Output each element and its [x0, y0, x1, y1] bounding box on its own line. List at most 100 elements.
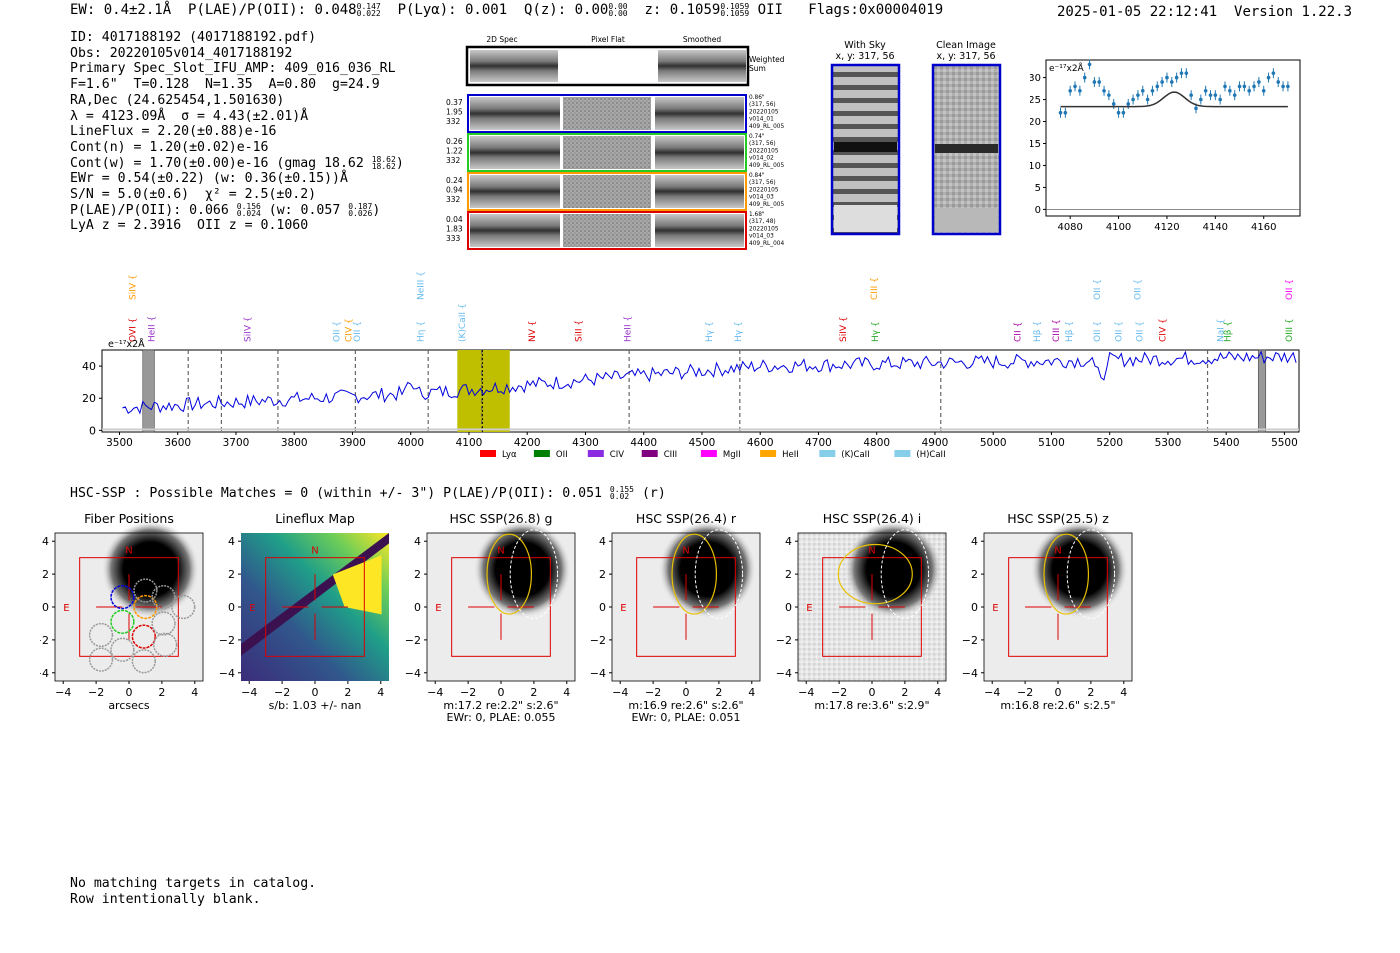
zoom-point: [1286, 84, 1290, 89]
line-id-label: Hβ {: [1223, 321, 1233, 342]
plae2-hi: 0.156: [236, 201, 261, 211]
hsc-xtick-label: −4: [241, 686, 257, 699]
cutout-right-value: v014_03: [749, 195, 774, 201]
zoom-point: [1203, 88, 1208, 93]
hsc-xtick-label: −4: [612, 686, 628, 699]
zoom-point: [1271, 71, 1276, 75]
zoom-point: [1092, 80, 1097, 84]
hsc-xtick-label: 4: [934, 686, 941, 699]
hsc-ytick-label: 0: [414, 601, 421, 614]
line-id-label: OIII {: [1285, 318, 1295, 342]
plae2-text: P(LAE)/P(OII): 0.066: [70, 202, 229, 218]
footer-line-2: Row intentionally blank.: [70, 891, 261, 907]
line-id-label: Hγ {: [734, 321, 744, 342]
cutout-right-value: (317, 56): [749, 102, 776, 108]
hsc-ytick-label: 0: [42, 601, 49, 614]
cutout-right-value: 20220105: [749, 187, 779, 193]
cutout-2d: [470, 136, 560, 169]
zoom-point: [1058, 110, 1063, 115]
hsc-panel-caption: m:17.8 re:3.6" s:2.9": [814, 699, 929, 712]
cutout-flat: [563, 136, 651, 169]
cutout-smoothed: [655, 136, 744, 169]
cutout-row-frame: [467, 172, 747, 211]
qz-label: Q(z):: [524, 2, 567, 18]
line-id-label: OII {: [1093, 279, 1103, 300]
contw-hi: 18.62: [371, 154, 396, 164]
zoom-point: [1194, 106, 1198, 111]
hsc-xtick-label: 0: [683, 686, 690, 699]
line-id-label: (K)CaII {: [458, 303, 468, 342]
compass-north: N: [497, 545, 504, 556]
zoom-point: [1145, 97, 1150, 102]
source-ellipse: [486, 533, 533, 615]
hsc-ytick-label: 2: [228, 568, 235, 581]
hsc-ytick-label: 2: [414, 568, 421, 581]
clean-coords: x, y: 317, 56: [936, 51, 995, 62]
cutout-right-value: v014_03: [749, 234, 774, 240]
legend-swatch: [894, 450, 911, 457]
z-label: z:: [644, 2, 662, 18]
overview-ytick-label: 0: [89, 424, 96, 437]
overview-plot-frame: [101, 349, 1300, 433]
fiber-circle: [131, 649, 156, 674]
qz-hi: 0.00: [608, 2, 628, 11]
hsc-xtick-label: 2: [158, 686, 165, 699]
zoom-point: [1237, 84, 1242, 89]
hsc-ytick-label: 0: [971, 601, 978, 614]
hsc-xtick-label: −4: [55, 686, 71, 699]
cutout-right-value: 409_RL_005: [749, 124, 784, 130]
zoom-point: [1150, 88, 1155, 93]
info-lambda: λ = 4123.09Å σ = 4.43(±2.01)Å: [70, 108, 309, 124]
hsc-title-lo: 0.02: [609, 492, 630, 501]
legend-swatch: [641, 450, 658, 457]
legend-label: Lyα: [502, 450, 517, 460]
header-summary: EW: 0.4±2.1Å P(LAE)/P(OII): 0.0480.147 0.…: [70, 2, 943, 18]
hsc-panel-caption: m:17.2 re:2.2" s:2.6": [443, 699, 558, 712]
clean-gap: [935, 208, 998, 232]
hsc-xtick-label: −2: [1017, 686, 1033, 699]
zoom-axes: 0 5 10 15 20 25 30 4080 4100 4120 4140 4160: [1030, 73, 1300, 233]
catalog-footer: No matching targets in catalog. Row inten…: [70, 876, 316, 907]
timestamp: 2025-01-05 22:12:41: [1057, 4, 1218, 20]
compass-north: N: [682, 545, 689, 556]
hsc-ytick-label: −2: [776, 634, 792, 647]
source-ellipse: [1043, 533, 1090, 615]
plae2-w: (w: 0.057: [268, 202, 341, 218]
zoom-point: [1242, 84, 1247, 89]
line-id-label: SiIV {: [244, 316, 254, 342]
cutout-right-value: 20220105: [749, 226, 779, 232]
cutout-left-value: 332: [446, 156, 461, 165]
cutout-smoothed: [655, 97, 744, 130]
hsc-xtick-label: 0: [126, 686, 133, 699]
hsc-panel-caption: m:16.9 re:2.6" s:2.6": [628, 699, 743, 712]
hsc-title-hi: 0.155: [609, 485, 634, 494]
hsc-xtick-label: 2: [715, 686, 722, 699]
zoom-point: [1174, 75, 1179, 80]
overview-legend: Lyα OII CIV CIII MgII HeII (K)CaII (H)CaII: [480, 450, 946, 460]
plae-label: P(LAE)/P(OII):: [188, 2, 307, 18]
cutout-right-value: 409_RL_005: [749, 202, 784, 208]
line-id-label: Hβ {: [1065, 321, 1075, 342]
zoom-point: [1228, 88, 1232, 93]
zoom-point: [1121, 110, 1126, 115]
hsc-panel-caption: arcsecs: [108, 699, 150, 712]
zoom-point: [1213, 93, 1218, 97]
line-id-label: OII {: [1135, 321, 1145, 342]
hsc-ytick-label: 4: [42, 535, 49, 548]
hsc-panel-caption: EWr: 0, PLAE: 0.051: [631, 711, 740, 724]
zoom-point: [1179, 71, 1184, 75]
zoom-point: [1102, 88, 1106, 93]
bright-source: [101, 520, 200, 619]
overview-xtick-label: 4200: [514, 437, 541, 449]
zoom-point: [1257, 80, 1261, 84]
line-id-label: Hβ {: [1033, 321, 1043, 342]
overview-xtick-label: 5000: [980, 437, 1007, 449]
hsc-ytick-label: 2: [971, 568, 978, 581]
hsc-xtick-label: 0: [312, 686, 319, 699]
weighted-sum-smoothed: [658, 50, 746, 82]
cutout-left-value: 0.04: [446, 215, 463, 224]
hsc-ytick-label: 2: [785, 568, 792, 581]
line-id-label: CIII {: [1052, 319, 1062, 342]
overview-ytick-label: 20: [82, 392, 96, 405]
